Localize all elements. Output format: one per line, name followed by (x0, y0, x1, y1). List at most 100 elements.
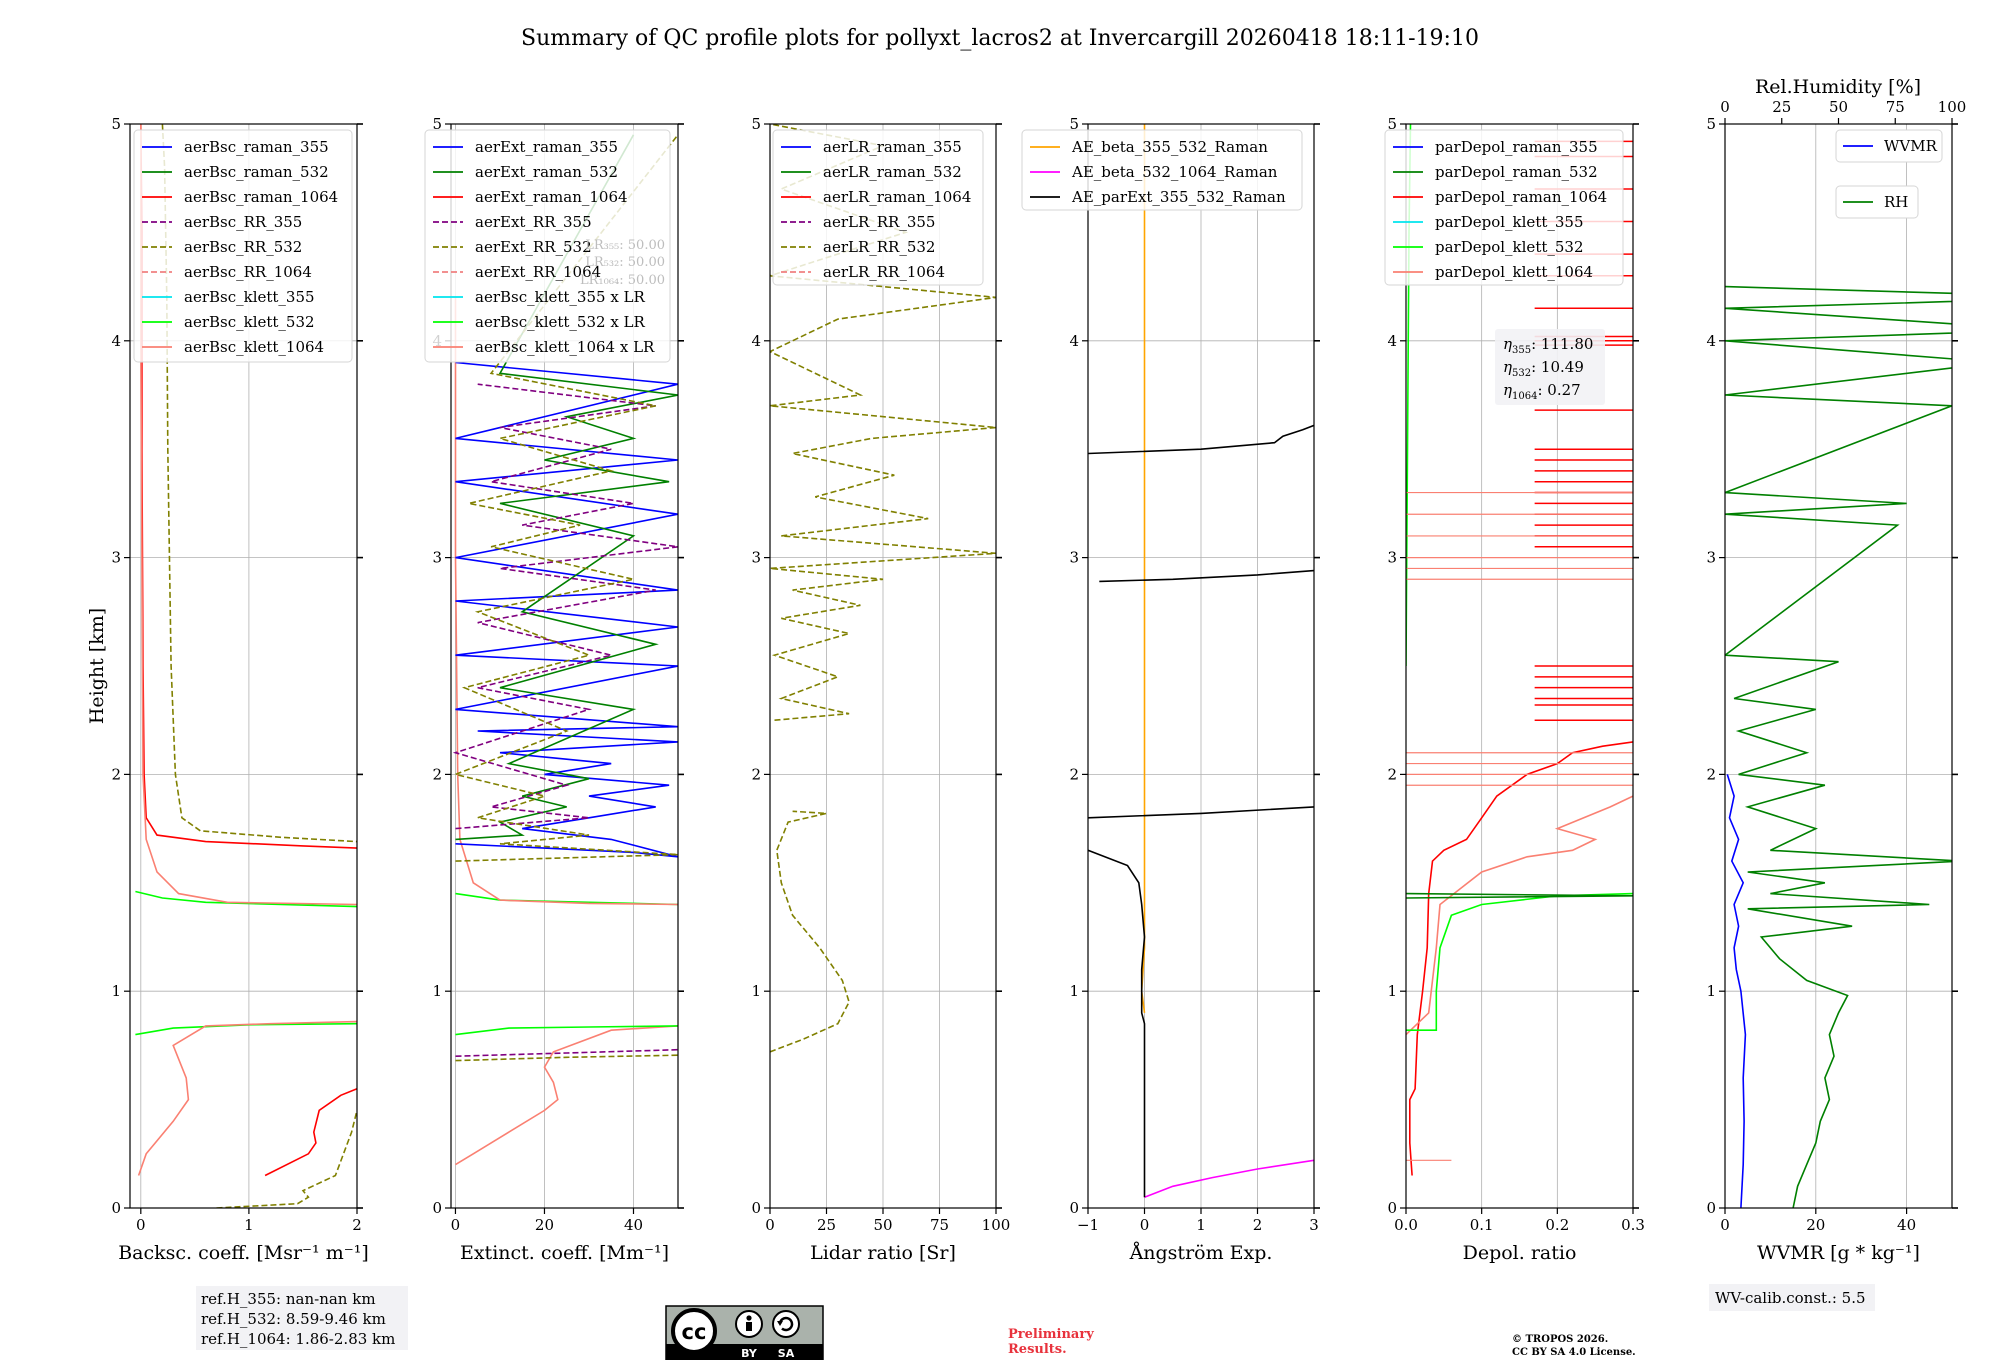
ytick-label-dep: 5 (1387, 115, 1397, 133)
legend-entry-ext: aerExt_raman_1064 (475, 188, 628, 206)
legend-box-wvmr (1835, 129, 1943, 163)
figure-title: Summary of QC profile plots for pollyxt_… (521, 26, 1479, 51)
series-group-ae (1088, 124, 1314, 1198)
series-aerExt_raman_355-6 (455, 361, 678, 858)
series-aerBsc_RR_532-2 (216, 1110, 357, 1208)
rh-top-axis: Rel.Humidity [%] 0 25 50 75 100 (1720, 76, 1966, 124)
series-aerExt_RR_355-2 (455, 1048, 678, 1057)
by-label: BY (741, 1347, 758, 1360)
legend-bsc: aerBsc_raman_355 aerBsc_raman_532 aerBsc_r… (133, 129, 353, 363)
series-aerBsc_klett_532-4 (135, 1022, 357, 1036)
ytick-label-dep: 4 (1387, 332, 1397, 350)
copyright-line1: © TROPOS 2026. (1512, 1334, 1608, 1345)
ytick-label-wv: 1 (1706, 982, 1716, 1000)
ytick-label-ae: 0 (1069, 1199, 1079, 1217)
series-AE_beta_355_532_Raman-0 (1140, 124, 1146, 1014)
rh-axis-label: Rel.Humidity [%] (1755, 76, 1921, 98)
ytick-label-bsc: 1 (111, 982, 121, 1000)
legend-entry-lr: aerLR_RR_355 (823, 213, 935, 231)
ytick-label-ae: 4 (1069, 332, 1079, 350)
ytick-label-lr: 5 (751, 115, 761, 133)
legend-entry-ext: aerBsc_klett_355 x LR (475, 288, 646, 306)
legend-box-rh (1835, 185, 1919, 219)
legend-box (424, 129, 671, 363)
legend-entry-lr: aerLR_RR_532 (823, 238, 935, 256)
axes-frame-dep (1405, 123, 1634, 1209)
legend-entry-lr: aerLR_raman_355 (823, 138, 962, 156)
panel-lr: 0 25 50 75 100 0 1 2 3 4 5 Lidar ratio [Sr] aerLR_ra… (751, 115, 1010, 1264)
xtick-label-ae: 3 (1309, 1216, 1319, 1234)
ytick-label-bsc: 0 (111, 1199, 121, 1217)
legend-entry-dep: parDepol_raman_355 (1435, 138, 1598, 156)
legend-box (1021, 129, 1303, 211)
xtick-label-lr: 100 (982, 1216, 1011, 1234)
ext-faded-lr-labels: LR₃₅₅: 50.00 LR₅₃₂: 50.00 LR₁₀₆₄: 50.00 (580, 238, 665, 288)
legend-box (133, 129, 353, 363)
panel-wv: 0 20 40 0 1 2 3 4 5 WVMR [g * kg⁻¹] WVMR RH (1706, 115, 1958, 1264)
ref-h-1064: ref.H_1064: 1.86-2.83 km (201, 1330, 395, 1348)
legend-entry-lr: aerLR_raman_532 (823, 163, 962, 181)
series-AE_parExt_355_532_Raman-3 (1088, 806, 1314, 819)
xtick-label-wv: 20 (1806, 1216, 1825, 1234)
series-AE_parExt_355_532_Raman-2 (1088, 849, 1146, 1198)
ytick-label-dep: 0 (1387, 1199, 1397, 1217)
ref-h-532: ref.H_532: 8.59-9.46 km (201, 1310, 386, 1328)
wv-calib-text: WV-calib.const.: 5.5 (1715, 1289, 1866, 1307)
legend-entry-lr: aerLR_raman_1064 (823, 188, 971, 206)
xlabel-ae: Ångström Exp. (1129, 1242, 1273, 1264)
ytick-label-dep: 1 (1387, 982, 1397, 1000)
legend-entry-bsc: aerBsc_klett_532 (184, 313, 315, 331)
series-group-wv (1725, 285, 1952, 1208)
ytick-label-bsc: 2 (111, 765, 121, 783)
eta-box: η355: 111.80 η532: 10.49 η1064: 0.27 (1495, 329, 1605, 405)
series-parDepol_klett_1064-1 (1406, 795, 1633, 1036)
wv-calib-box: WV-calib.const.: 5.5 (1709, 1284, 1875, 1311)
ytick-label-wv: 3 (1706, 549, 1716, 567)
legend-entry-ae: AE_parExt_355_532_Raman (1071, 188, 1286, 206)
legend-entry-ext: aerExt_RR_1064 (475, 263, 601, 281)
ytick-label-wv: 4 (1706, 332, 1716, 350)
preliminary-line2: Results. (1008, 1342, 1067, 1357)
xtick-label-bsc: 2 (352, 1216, 362, 1234)
sa-label: SA (778, 1347, 795, 1360)
series-parDepol_klett_532-2 (1406, 892, 1633, 1031)
xlabel-lr: Lidar ratio [Sr] (810, 1242, 956, 1264)
preliminary-note: Preliminary Results. (1008, 1327, 1094, 1357)
ytick-label-wv: 0 (1706, 1199, 1716, 1217)
legend-entry-bsc: aerBsc_RR_532 (184, 238, 302, 256)
xtick-label-ae: −1 (1077, 1216, 1099, 1234)
ext-faded-lr-532: LR₅₃₂: 50.00 (585, 255, 665, 270)
xlabel-ext: Extinct. coeff. [Mm⁻¹] (460, 1242, 669, 1264)
legend-entry-ae: AE_beta_532_1064_Raman (1071, 163, 1278, 181)
xtick-label-ae: 0 (1140, 1216, 1150, 1234)
legend-entry-ext: aerExt_RR_532 (475, 238, 592, 256)
legend-entry-ext: aerExt_RR_355 (475, 213, 592, 231)
xtick-label-dep: 0.3 (1621, 1216, 1645, 1234)
legend-entry-bsc: aerBsc_klett_355 (184, 288, 315, 306)
legend-entry-dep: parDepol_klett_1064 (1435, 263, 1593, 281)
xtick-label-lr: 75 (930, 1216, 949, 1234)
series-parDepol_raman_1064-0 (1409, 741, 1633, 1176)
xtick-label-dep: 0.2 (1545, 1216, 1569, 1234)
series-aerBsc_klett_1064-x-LR-0 (455, 1025, 678, 1166)
ytick-label-dep: 3 (1387, 549, 1397, 567)
ytick-label-ext: 3 (432, 549, 442, 567)
ytick-label-ext: 5 (432, 115, 442, 133)
legend-entry-bsc: aerBsc_klett_1064 (184, 338, 324, 356)
axes-frame-ae (1087, 123, 1315, 1209)
rh-tick-label: 0 (1720, 98, 1730, 116)
xtick-label-bsc: 1 (244, 1216, 254, 1234)
rh-axis-ticks: 0 25 50 75 100 (1720, 98, 1966, 124)
eta-355: η355: 111.80 (1503, 335, 1593, 356)
panel-ext: 02040012345Extinct. coeff. [Mm⁻¹]aerExt_… (424, 115, 684, 1264)
series-aerBsc_raman_1064-0 (264, 1088, 357, 1177)
xtick-label-ext: 20 (535, 1216, 554, 1234)
legend-entry-bsc: aerBsc_RR_355 (184, 213, 302, 231)
series-aerExt_raman_532-7 (455, 134, 678, 841)
ytick-label-ext: 0 (432, 1199, 442, 1217)
legend-entry-dep: parDepol_raman_532 (1435, 163, 1598, 181)
xlabel-bsc: Backsc. coeff. [Msr⁻¹ m⁻¹] (118, 1242, 369, 1264)
legend-entry-ae: AE_beta_355_532_Raman (1071, 138, 1268, 156)
